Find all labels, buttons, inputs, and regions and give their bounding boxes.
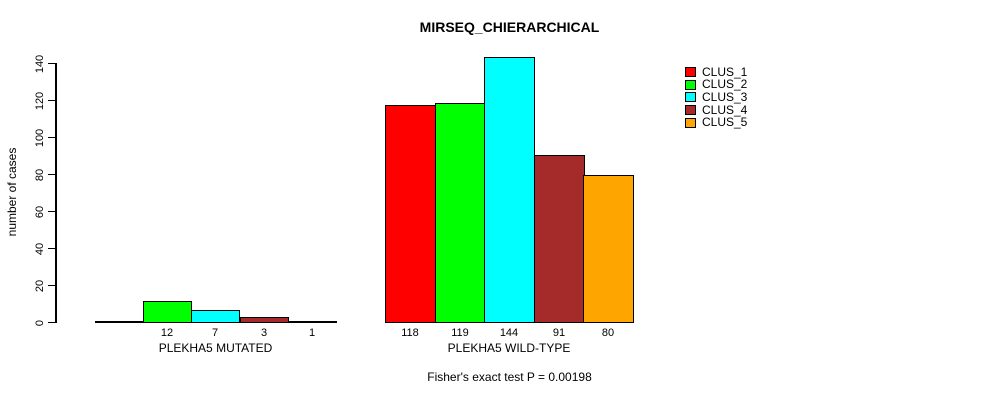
legend-label: CLUS_2 (702, 77, 748, 92)
bar-clus-5-plekha5-mutated (288, 321, 337, 323)
legend-label: CLUS_4 (702, 102, 748, 117)
bar-clus-1-plekha5-wild-type (385, 105, 436, 323)
y-axis-tick-label: 140 (34, 54, 46, 73)
bar-value-label: 7 (211, 327, 219, 339)
bar-clus-5-plekha5-wild-type (583, 175, 634, 323)
bar-clus-4-plekha5-wild-type (534, 155, 585, 323)
bar-value-label: 12 (160, 327, 174, 339)
bar-value-label: 3 (260, 327, 268, 339)
legend-swatch-clus-4 (685, 105, 696, 116)
chart-title: MIRSEQ_CHIERARCHICAL (419, 19, 600, 35)
bar-value-label: 91 (552, 327, 566, 339)
y-axis-tick-label: 120 (34, 91, 46, 110)
y-axis-tick (48, 285, 55, 286)
bar-value-label: 1 (308, 327, 316, 339)
legend-swatch-clus-2 (685, 79, 696, 90)
y-axis-tick (48, 248, 55, 249)
bar-value-label: 118 (401, 327, 419, 339)
legend-item-clus-5: CLUS_5 (685, 115, 748, 130)
y-axis-tick-label: 40 (34, 242, 46, 255)
legend: CLUS_1 CLUS_2 CLUS_3 CLUS_4 CLUS_5 (685, 66, 747, 129)
legend-item-clus-2: CLUS_2 (685, 77, 748, 92)
legend-item-clus-1: CLUS_1 (685, 66, 747, 78)
legend-label: CLUS_3 (702, 89, 748, 104)
legend-item-clus-3: CLUS_3 (685, 91, 747, 103)
bar-value-label: 80 (601, 327, 615, 339)
bar-value-label: 144 (499, 327, 519, 339)
bar-value-label: 119 (451, 327, 469, 339)
y-axis-tick (48, 174, 55, 175)
bar-clus-2-plekha5-mutated (143, 301, 192, 323)
y-axis-label: number of cases (5, 147, 19, 237)
legend-swatch-clus-5 (685, 117, 696, 128)
bar-clus-3-plekha5-mutated (191, 310, 240, 323)
legend-swatch-clus-1 (685, 67, 696, 77)
y-axis-tick (48, 211, 55, 212)
group-label-plekha5-wild-type: PLEKHA5 WILD-TYPE (447, 341, 571, 355)
bar-clus-3-plekha5-wild-type (484, 57, 535, 323)
y-axis-tick-label: 20 (34, 279, 46, 292)
y-axis-tick-label: 0 (34, 319, 46, 326)
y-axis-tick (48, 322, 55, 323)
legend-swatch-clus-3 (685, 92, 696, 103)
y-axis-tick (48, 100, 55, 101)
bar-clus-2-plekha5-wild-type (435, 103, 486, 323)
group-label-plekha5-mutated: PLEKHA5 MUTATED (158, 341, 273, 355)
legend-item-clus-4: CLUS_4 (685, 104, 747, 116)
legend-label: CLUS_5 (702, 115, 748, 130)
y-axis-line (55, 63, 57, 323)
y-axis-tick (48, 137, 55, 138)
y-axis-tick-label: 80 (34, 168, 46, 181)
y-axis-tick (48, 63, 55, 64)
y-axis-tick-label: 100 (34, 128, 46, 147)
y-axis-tick-label: 60 (34, 205, 46, 218)
fisher-test-caption: Fisher's exact test P = 0.00198 (427, 370, 592, 384)
bar-clus-4-plekha5-mutated (240, 317, 289, 323)
legend-label: CLUS_1 (702, 64, 748, 79)
